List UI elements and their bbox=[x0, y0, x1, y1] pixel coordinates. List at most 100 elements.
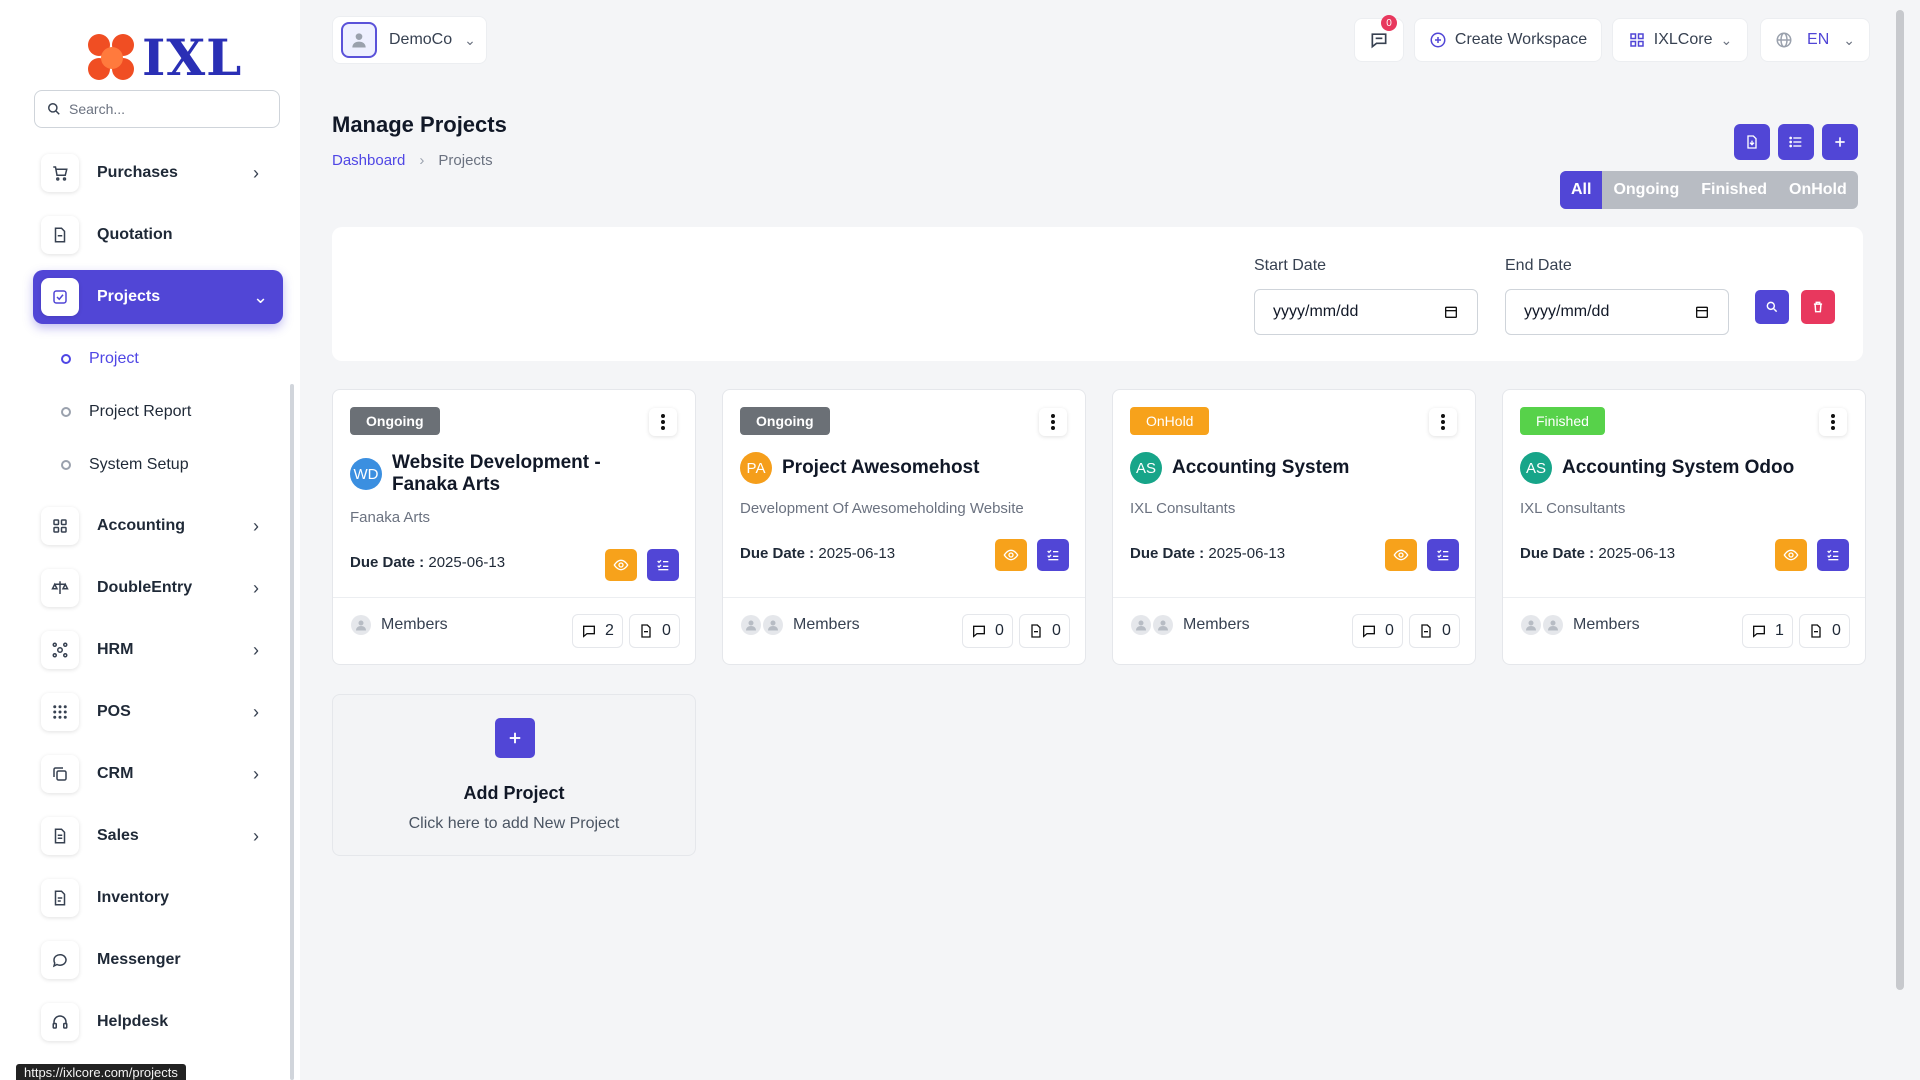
project-members[interactable]: Members bbox=[351, 615, 448, 635]
files-count[interactable]: 0 bbox=[1409, 614, 1460, 648]
sidebar-item-crm[interactable]: CRM › bbox=[33, 747, 283, 801]
start-date-placeholder: yyyy/mm/dd bbox=[1273, 303, 1359, 320]
members-label: Members bbox=[1183, 616, 1250, 633]
project-card[interactable]: OnHold AS Accounting System IXL Consulta… bbox=[1112, 389, 1476, 665]
comments-count[interactable]: 0 bbox=[962, 614, 1013, 648]
project-card[interactable]: Finished AS Accounting System Odoo IXL C… bbox=[1502, 389, 1866, 665]
create-workspace-button[interactable]: Create Workspace bbox=[1414, 18, 1602, 62]
view-project-button[interactable] bbox=[1385, 539, 1417, 571]
project-due-date: Due Date : 2025-06-13 bbox=[1130, 545, 1285, 562]
project-due-date: Due Date : 2025-06-13 bbox=[350, 554, 505, 571]
sidebar-item-doubleentry[interactable]: DoubleEntry › bbox=[33, 561, 283, 615]
sidebar-subitem-label: System Setup bbox=[89, 455, 189, 473]
comments-count[interactable]: 2 bbox=[572, 614, 623, 648]
project-title[interactable]: Accounting System bbox=[1172, 457, 1350, 478]
view-project-button[interactable] bbox=[995, 539, 1027, 571]
add-project-button[interactable] bbox=[1822, 124, 1858, 160]
app-switcher[interactable]: IXLCore ⌄ bbox=[1612, 18, 1748, 62]
list-view-button[interactable] bbox=[1778, 124, 1814, 160]
project-client: Development Of Awesomeholding Website bbox=[740, 500, 1024, 517]
project-title[interactable]: Website Development - Fanaka Arts bbox=[392, 452, 601, 495]
sidebar-item-accounting[interactable]: Accounting › bbox=[33, 499, 283, 553]
project-members[interactable]: Members bbox=[1521, 615, 1640, 635]
project-members[interactable]: Members bbox=[741, 615, 860, 635]
end-date-input[interactable]: yyyy/mm/dd bbox=[1505, 289, 1729, 335]
tasks-button[interactable] bbox=[647, 549, 679, 581]
document-icon bbox=[41, 216, 79, 254]
project-title[interactable]: Project Awesomehost bbox=[782, 457, 980, 478]
scale-icon bbox=[41, 569, 79, 607]
file-icon bbox=[1421, 624, 1431, 638]
plus-circle-icon bbox=[1430, 32, 1446, 48]
members-label: Members bbox=[381, 616, 448, 633]
export-button[interactable] bbox=[1734, 124, 1770, 160]
sidebar-subitem-system-setup[interactable]: System Setup bbox=[33, 438, 283, 491]
add-project-card[interactable]: Add Project Click here to add New Projec… bbox=[332, 694, 696, 856]
more-options-icon[interactable] bbox=[1429, 408, 1457, 436]
status-filter-tabs: All Ongoing Finished OnHold bbox=[1560, 171, 1858, 209]
files-count[interactable]: 0 bbox=[1799, 614, 1850, 648]
sidebar-item-sales[interactable]: Sales › bbox=[33, 809, 283, 863]
project-client: IXL Consultants bbox=[1520, 500, 1626, 517]
sidebar-item-purchases[interactable]: Purchases › bbox=[33, 146, 283, 200]
workspace-switcher[interactable]: DemoCo ⌄ bbox=[332, 16, 487, 64]
tab-finished[interactable]: Finished bbox=[1701, 181, 1767, 198]
tab-ongoing[interactable]: Ongoing bbox=[1613, 181, 1680, 198]
date-filter-card: Start Date yyyy/mm/dd End Date yyyy/mm/d… bbox=[332, 227, 1863, 361]
tab-all[interactable]: All bbox=[1560, 171, 1603, 209]
page-scrollbar[interactable] bbox=[1896, 10, 1904, 990]
chevron-right-icon: › bbox=[253, 577, 259, 598]
sidebar-item-label: Purchases bbox=[97, 164, 178, 181]
sidebar-scrollbar[interactable] bbox=[290, 384, 294, 1080]
view-project-button[interactable] bbox=[1775, 539, 1807, 571]
project-avatar: AS bbox=[1130, 452, 1162, 484]
more-options-icon[interactable] bbox=[649, 408, 677, 436]
sidebar-subitem-project[interactable]: Project bbox=[33, 332, 283, 385]
sidebar-menu: Purchases › Quotation Projects ⌄ Project… bbox=[33, 146, 283, 1057]
files-count[interactable]: 0 bbox=[1019, 614, 1070, 648]
apply-filter-button[interactable] bbox=[1755, 290, 1789, 324]
view-project-button[interactable] bbox=[605, 549, 637, 581]
breadcrumb-separator-icon: › bbox=[419, 152, 425, 169]
card-divider bbox=[1113, 597, 1475, 598]
status-badge: Ongoing bbox=[740, 407, 830, 435]
sidebar-item-messenger[interactable]: Messenger bbox=[33, 933, 283, 987]
sidebar-item-hrm[interactable]: HRM › bbox=[33, 623, 283, 677]
bullet-icon bbox=[61, 353, 71, 364]
start-date-input[interactable]: yyyy/mm/dd bbox=[1254, 289, 1478, 335]
tasks-button[interactable] bbox=[1427, 539, 1459, 571]
checkbox-icon bbox=[41, 278, 79, 316]
project-members[interactable]: Members bbox=[1131, 615, 1250, 635]
more-options-icon[interactable] bbox=[1039, 408, 1067, 436]
language-switcher[interactable]: EN ⌄ bbox=[1760, 18, 1870, 62]
sidebar-subitem-project-report[interactable]: Project Report bbox=[33, 385, 283, 438]
member-avatar-icon bbox=[763, 615, 783, 635]
sidebar-item-label: Projects bbox=[97, 288, 161, 305]
comments-count[interactable]: 0 bbox=[1352, 614, 1403, 648]
comment-icon bbox=[1753, 625, 1765, 638]
search-input[interactable]: Search... bbox=[34, 90, 280, 128]
sidebar-item-inventory[interactable]: Inventory bbox=[33, 871, 283, 925]
project-title[interactable]: Accounting System Odoo bbox=[1562, 457, 1795, 478]
project-card[interactable]: Ongoing WD Website Development - Fanaka … bbox=[332, 389, 696, 665]
sidebar-item-projects[interactable]: Projects ⌄ bbox=[33, 270, 283, 324]
sidebar-item-helpdesk[interactable]: Helpdesk bbox=[33, 995, 283, 1049]
clear-filter-button[interactable] bbox=[1801, 290, 1835, 324]
search-icon bbox=[1766, 301, 1778, 313]
cart-icon bbox=[41, 154, 79, 192]
member-avatars bbox=[1131, 615, 1173, 635]
messages-button[interactable]: 0 bbox=[1354, 15, 1404, 62]
sidebar-item-quotation[interactable]: Quotation bbox=[33, 208, 283, 262]
brand-logo[interactable]: IXL bbox=[88, 28, 242, 87]
tasks-button[interactable] bbox=[1037, 539, 1069, 571]
tab-onhold[interactable]: OnHold bbox=[1789, 181, 1847, 198]
project-card[interactable]: Ongoing PA Project Awesomehost Developme… bbox=[722, 389, 1086, 665]
sidebar-item-pos[interactable]: POS › bbox=[33, 685, 283, 739]
status-url: https://ixlcore.com/projects bbox=[16, 1064, 186, 1080]
more-options-icon[interactable] bbox=[1819, 408, 1847, 436]
breadcrumb-home[interactable]: Dashboard bbox=[332, 152, 406, 169]
comments-count[interactable]: 1 bbox=[1742, 614, 1793, 648]
project-header: AS Accounting System bbox=[1130, 452, 1445, 484]
files-count[interactable]: 0 bbox=[629, 614, 680, 648]
tasks-button[interactable] bbox=[1817, 539, 1849, 571]
